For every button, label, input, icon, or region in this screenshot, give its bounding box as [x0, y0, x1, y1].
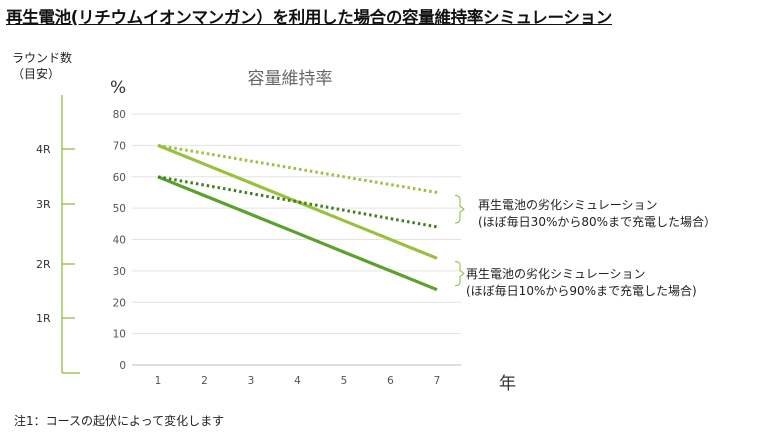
- y-tick-label: 80: [113, 109, 126, 121]
- left-axis-tick-label: 3R: [36, 198, 51, 211]
- x-tick-label: 5: [341, 375, 348, 387]
- left-axis-tick-label: 2R: [36, 258, 51, 271]
- annotation-brace-1: [454, 194, 465, 224]
- left-axis-label-line1: ラウンド数: [12, 50, 72, 65]
- x-tick-label: 3: [248, 375, 255, 387]
- annotation-line2: (ほぼ毎日30%から80%まで充電した場合）: [478, 214, 716, 229]
- annotation-line1: 再生電池の劣化シミュレーション: [466, 267, 646, 281]
- y-tick-label: 70: [113, 140, 126, 152]
- x-axis-unit: 年: [499, 374, 516, 394]
- y-tick-label: 20: [113, 297, 126, 309]
- x-tick-label: 1: [155, 375, 162, 387]
- y-tick-label: 0: [119, 360, 126, 372]
- left-axis-label-line2: （目安）: [12, 66, 60, 81]
- chart-title: 容量維持率: [248, 69, 333, 89]
- annotation-line2: (ほぼ毎日10%から90%まで充電した場合): [466, 283, 697, 298]
- y-axis-unit: %: [110, 78, 126, 98]
- annotation-brace-2: [454, 260, 465, 287]
- annotation-line1: 再生電池の劣化シミュレーション: [478, 198, 658, 212]
- x-tick-label: 4: [294, 375, 301, 387]
- x-tick-label: 7: [434, 375, 441, 387]
- y-tick-label: 30: [113, 266, 126, 278]
- x-tick-label: 2: [201, 375, 208, 387]
- series-line-2: [157, 175, 438, 292]
- y-tick-label: 50: [113, 203, 126, 215]
- y-tick-label: 60: [113, 172, 126, 184]
- left-axis-tick-label: 4R: [36, 143, 51, 156]
- y-tick-label: 10: [113, 329, 126, 341]
- page-title: 再生電池(リチウムイオンマンガン）を利用した場合の容量維持率シミュレーション: [6, 8, 612, 27]
- left-axis-tick-label: 1R: [36, 312, 51, 325]
- y-tick-label: 40: [113, 235, 126, 247]
- series-line-1: [157, 143, 438, 260]
- footnote: 注1：コースの起伏によって変化します: [14, 414, 225, 428]
- x-tick-label: 6: [387, 375, 394, 387]
- series-line-3: [157, 143, 438, 194]
